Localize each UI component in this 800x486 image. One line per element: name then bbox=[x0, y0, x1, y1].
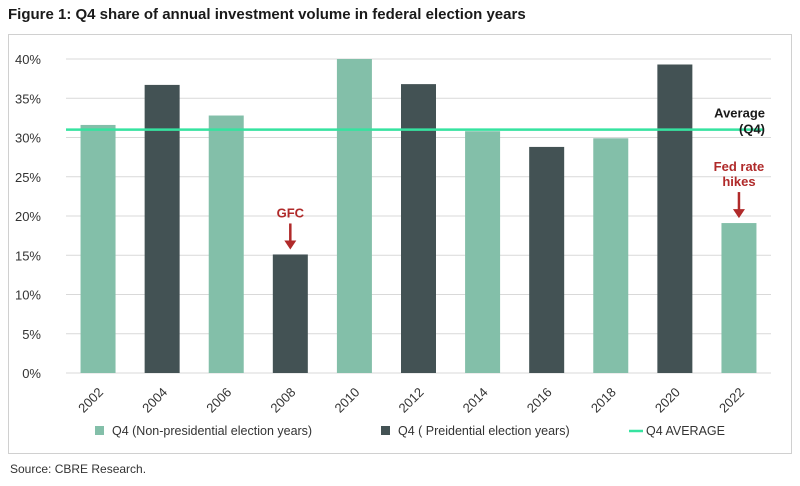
bar-2018 bbox=[593, 138, 629, 373]
y-tick-label: 35% bbox=[15, 91, 41, 106]
legend-swatch-presidential bbox=[381, 426, 390, 435]
legend-label: Q4 ( Preidential election years) bbox=[398, 424, 570, 438]
bar-2006 bbox=[208, 115, 244, 374]
annotation-label: hikes bbox=[722, 174, 755, 189]
average-label: Average bbox=[714, 106, 765, 121]
x-tick-label: 2004 bbox=[139, 385, 170, 416]
bar-2002 bbox=[80, 124, 116, 373]
annotation-label: Fed rate bbox=[714, 159, 765, 174]
annotation-arrow-head bbox=[284, 240, 297, 250]
y-tick-label: 20% bbox=[15, 209, 41, 224]
figure-title: Figure 1: Q4 share of annual investment … bbox=[8, 6, 526, 23]
bar-2004 bbox=[144, 84, 180, 373]
y-tick-label: 30% bbox=[15, 131, 41, 146]
x-tick-label: 2008 bbox=[267, 385, 298, 416]
y-tick-label: 40% bbox=[15, 52, 41, 67]
x-tick-label: 2002 bbox=[75, 385, 106, 416]
average-label-sub: (Q4) bbox=[739, 122, 765, 137]
y-tick-label: 0% bbox=[22, 366, 41, 381]
bar-2016 bbox=[529, 146, 565, 373]
x-tick-label: 2022 bbox=[716, 385, 747, 416]
annotation-arrow-head bbox=[732, 209, 745, 219]
x-tick-label: 2016 bbox=[524, 385, 555, 416]
y-tick-label: 10% bbox=[15, 288, 41, 303]
y-tick-label: 15% bbox=[15, 248, 41, 263]
x-tick-label: 2006 bbox=[203, 385, 234, 416]
bar-2008 bbox=[272, 254, 308, 373]
legend-swatch-non-presidential bbox=[95, 426, 104, 435]
bar-2020 bbox=[657, 64, 693, 374]
bar-chart: 0% 5% 10% 15% 20% 25% 30% 35% 40% 2002 2004 2006 200… bbox=[15, 52, 771, 438]
y-tick-label: 5% bbox=[22, 327, 41, 342]
x-tick-label: 2020 bbox=[652, 385, 683, 416]
x-tick-label: 2018 bbox=[588, 385, 619, 416]
bar-2022 bbox=[721, 223, 757, 373]
x-tick-label: 2010 bbox=[331, 385, 362, 416]
bar-2014 bbox=[465, 131, 501, 373]
legend-label: Q4 (Non-presidential election years) bbox=[112, 424, 312, 438]
chart-frame: 0% 5% 10% 15% 20% 25% 30% 35% 40% 2002 2004 2006 200… bbox=[8, 34, 792, 454]
bar-2012 bbox=[401, 84, 436, 373]
annotation-label: GFC bbox=[277, 205, 305, 220]
legend-label: Q4 AVERAGE bbox=[646, 424, 725, 438]
bar-2010 bbox=[336, 59, 372, 373]
x-tick-label: 2012 bbox=[396, 385, 427, 416]
source-note: Source: CBRE Research. bbox=[10, 462, 147, 476]
y-tick-label: 25% bbox=[15, 170, 41, 185]
x-tick-label: 2014 bbox=[460, 385, 491, 416]
